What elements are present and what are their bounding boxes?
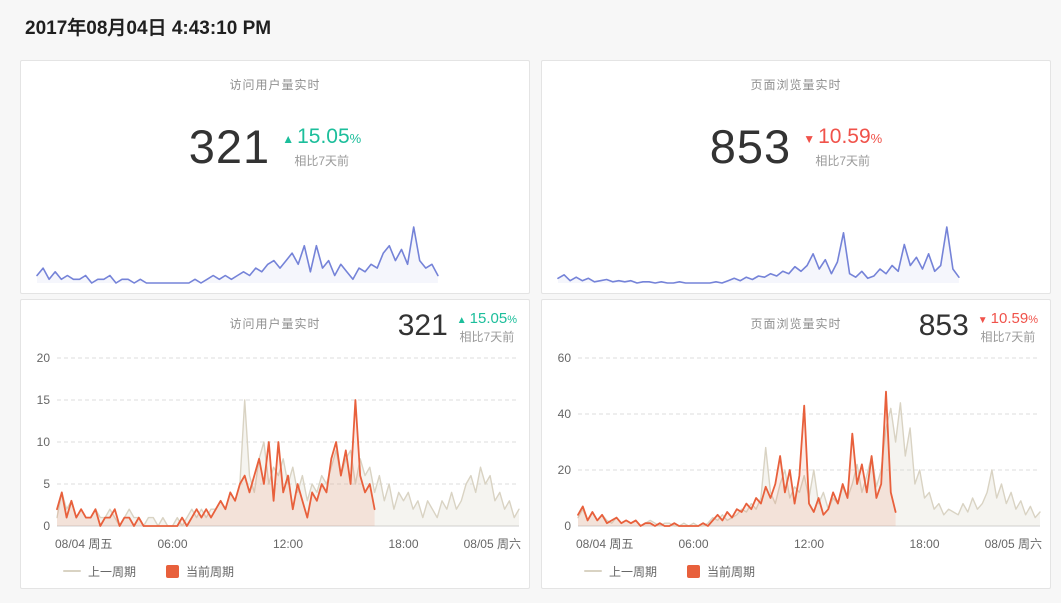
compare-label: 相比7天前 [294,153,350,168]
kpi-delta: ▼ 10.59 % [803,124,883,148]
panel-title: 页面浏览量实时 [750,78,842,92]
legend-label: 上一周期 [88,564,137,579]
svg-text:06:00: 06:00 [157,537,187,551]
svg-text:0: 0 [564,519,571,533]
dashboard-grid: 访问用户量实时 321 ▲ 15.05 % 相比7天前 页面浏览量实时 853 … [20,60,1051,589]
kpi-value: 321 [188,120,271,173]
compare-label: 相比7天前 [459,330,515,344]
svg-text:5: 5 [43,477,50,491]
svg-text:10: 10 [37,435,51,449]
kpi-block: 321 ▲ 15.05 % 相比7天前 [21,123,529,170]
legend-label: 上一周期 [609,564,658,579]
pageviews-summary-panel: 页面浏览量实时 853 ▼ 10.59 % 相比7天前 [541,60,1051,294]
svg-text:40: 40 [558,407,572,421]
legend-item-current[interactable]: 当前周期 [166,563,234,580]
panel-title: 访问用户量实时 [229,317,321,331]
legend-item-current[interactable]: 当前周期 [687,563,755,580]
kpi-delta: ▼ 10.59 % [977,310,1038,327]
visitors-summary-panel: 访问用户量实时 321 ▲ 15.05 % 相比7天前 [20,60,530,294]
legend-label: 当前周期 [707,564,756,579]
up-arrow-icon: ▲ [282,131,295,146]
kpi-block: 853 ▼ 10.59 % 相比7天前 [542,123,1050,170]
svg-text:12:00: 12:00 [273,537,303,551]
chart-legend: 上一周期 当前周期 [584,559,1050,583]
kpi-block: 853 ▼ 10.59 % 相比7天前 [919,310,1038,345]
kpi-value: 321 [397,309,448,342]
svg-text:18:00: 18:00 [909,537,939,551]
visitors-trend-panel: 访问用户量实时 321 ▲ 15.05 % 相比7天前 0 5 10 15 20 08/0… [20,299,530,589]
svg-text:0: 0 [43,519,50,533]
panel-title: 访问用户量实时 [229,78,321,92]
legend-label: 当前周期 [186,564,235,579]
current-period-square-marker [166,564,180,578]
compare-label: 相比7天前 [815,153,871,168]
previous-period-line-marker [584,570,602,572]
current-period-square-marker [687,564,701,578]
svg-text:08/04 周五: 08/04 周五 [55,537,112,551]
svg-text:20: 20 [37,351,51,365]
svg-text:15: 15 [37,393,51,407]
datetime-display: 2017年08月04日 4:43:10 PM [25,18,272,39]
visitors-sparkline-chart[interactable] [21,219,529,291]
svg-text:18:00: 18:00 [388,537,418,551]
svg-text:60: 60 [558,351,572,365]
svg-text:20: 20 [558,463,572,477]
down-arrow-icon: ▼ [803,131,816,146]
pageviews-trend-chart[interactable]: 0 20 40 60 08/04 周五 06:00 12:00 18:00 08/05 周六 [542,350,1050,556]
kpi-delta: ▲ 15.05 % [282,124,362,148]
compare-label: 相比7天前 [980,330,1036,344]
svg-text:08/04 周五: 08/04 周五 [576,537,633,551]
kpi-value: 853 [918,309,969,342]
chart-legend: 上一周期 当前周期 [63,559,529,583]
previous-period-line-marker [63,570,81,572]
svg-text:08/05 周六: 08/05 周六 [985,537,1042,551]
panel-title: 页面浏览量实时 [750,317,842,331]
pageviews-sparkline-chart[interactable] [542,219,1050,291]
kpi-block: 321 ▲ 15.05 % 相比7天前 [398,310,517,345]
legend-item-previous[interactable]: 上一周期 [584,563,657,580]
pageviews-trend-panel: 页面浏览量实时 853 ▼ 10.59 % 相比7天前 0 20 40 60 08/04… [541,299,1051,589]
svg-text:06:00: 06:00 [678,537,708,551]
svg-text:08/05 周六: 08/05 周六 [464,537,521,551]
svg-text:12:00: 12:00 [794,537,824,551]
legend-item-previous[interactable]: 上一周期 [63,563,136,580]
up-arrow-icon: ▲ [456,315,467,326]
down-arrow-icon: ▼ [977,315,988,326]
visitors-trend-chart[interactable]: 0 5 10 15 20 08/04 周五 06:00 12:00 18:00 08/05 周六 [21,350,529,556]
kpi-delta: ▲ 15.05 % [456,310,517,327]
kpi-value: 853 [709,120,792,173]
